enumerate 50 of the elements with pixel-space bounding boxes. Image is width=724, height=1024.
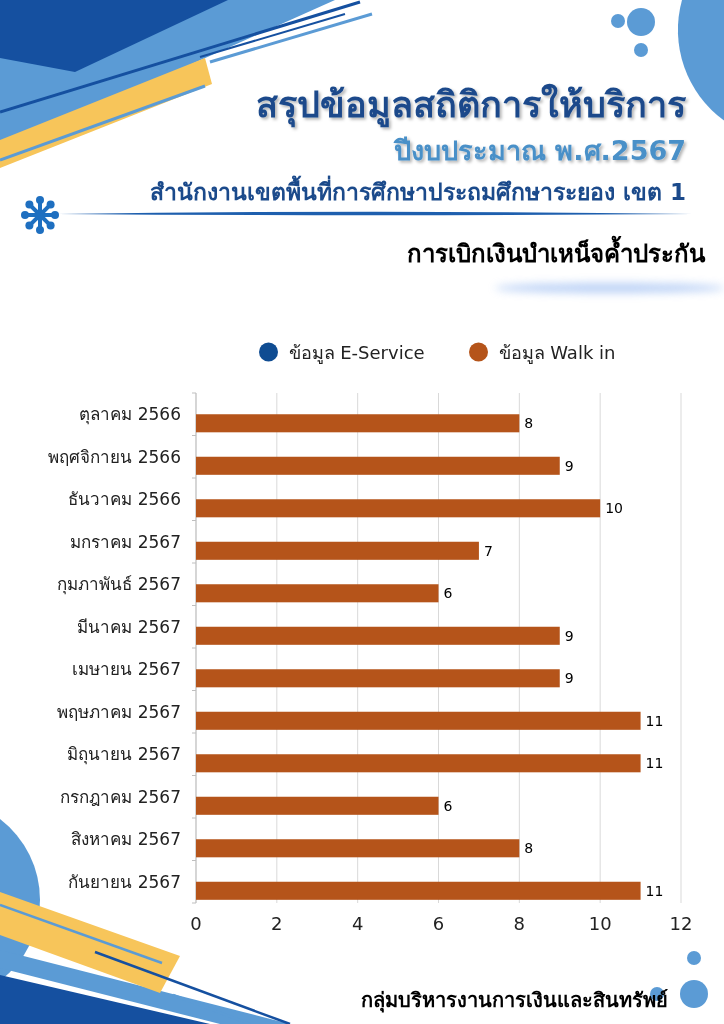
x-tick-label: 12 xyxy=(669,912,693,934)
y-tick-label: มกราคม 2567 xyxy=(70,531,181,552)
x-tick-label: 8 xyxy=(513,912,526,934)
y-tick-label: กรกฎาคม 2567 xyxy=(60,786,181,807)
bar xyxy=(196,881,641,900)
data-label: 11 xyxy=(645,755,664,772)
bar xyxy=(196,584,439,603)
legend-label: ข้อมูล E-Service xyxy=(288,341,425,364)
bar xyxy=(196,626,560,645)
text: กลุ่มบริหารงานการเงินและสินทรัพย์ xyxy=(361,988,668,1013)
y-tick-label: กุมภาพันธ์ 2567 xyxy=(57,574,181,596)
chart-subtitle: ปีงบประมาณ พ.ศ.2567 xyxy=(392,135,686,166)
data-label: 11 xyxy=(645,882,664,899)
legend-label: ข้อมูล Walk in xyxy=(498,341,616,364)
data-label: 9 xyxy=(564,627,574,644)
bar xyxy=(196,796,439,815)
bar xyxy=(196,669,560,688)
data-label: 10 xyxy=(605,500,623,517)
data-label: 9 xyxy=(564,670,574,687)
y-tick-label: มีนาคม 2567 xyxy=(77,616,181,637)
bar xyxy=(196,541,479,560)
chart-title: สรุปข้อมูลสถิติการให้บริการ xyxy=(256,83,687,128)
x-tick-label: 6 xyxy=(432,912,445,934)
bar xyxy=(196,499,601,518)
bar xyxy=(196,711,641,730)
y-tick-label: ตุลาคม 2566 xyxy=(79,404,181,426)
y-tick-label: เมษายน 2567 xyxy=(72,659,181,680)
bar xyxy=(196,839,520,858)
data-label: 6 xyxy=(443,797,453,814)
y-tick-label: กันยายน 2567 xyxy=(68,871,181,892)
data-label: 8 xyxy=(524,415,534,432)
bar xyxy=(196,414,520,433)
x-tick-label: 0 xyxy=(190,912,202,934)
x-tick-label: 4 xyxy=(351,912,364,934)
y-tick-label: ธันวาคม 2566 xyxy=(68,489,181,510)
text: สำนักงานเขตพื้นที่การศึกษาประถมศึกษาระยอง เขต 1 xyxy=(149,175,686,205)
y-tick-label: สิงหาคม 2567 xyxy=(71,829,181,850)
text: การเบิกเงินบำเหน็จค้ำประกัน xyxy=(407,235,706,268)
y-tick-label: มิถุนายน 2567 xyxy=(67,744,181,766)
data-label: 6 xyxy=(443,585,453,602)
x-tick-label: 2 xyxy=(271,912,283,934)
y-tick-label: พฤศจิกายน 2566 xyxy=(48,446,181,467)
data-label: 9 xyxy=(564,457,574,474)
data-label: 7 xyxy=(483,542,493,559)
bar xyxy=(196,456,560,475)
bar xyxy=(196,754,641,773)
data-label: 11 xyxy=(645,712,664,729)
y-tick-label: พฤษภาคม 2567 xyxy=(57,701,181,722)
x-tick-label: 10 xyxy=(588,912,612,934)
data-label: 8 xyxy=(524,840,534,857)
